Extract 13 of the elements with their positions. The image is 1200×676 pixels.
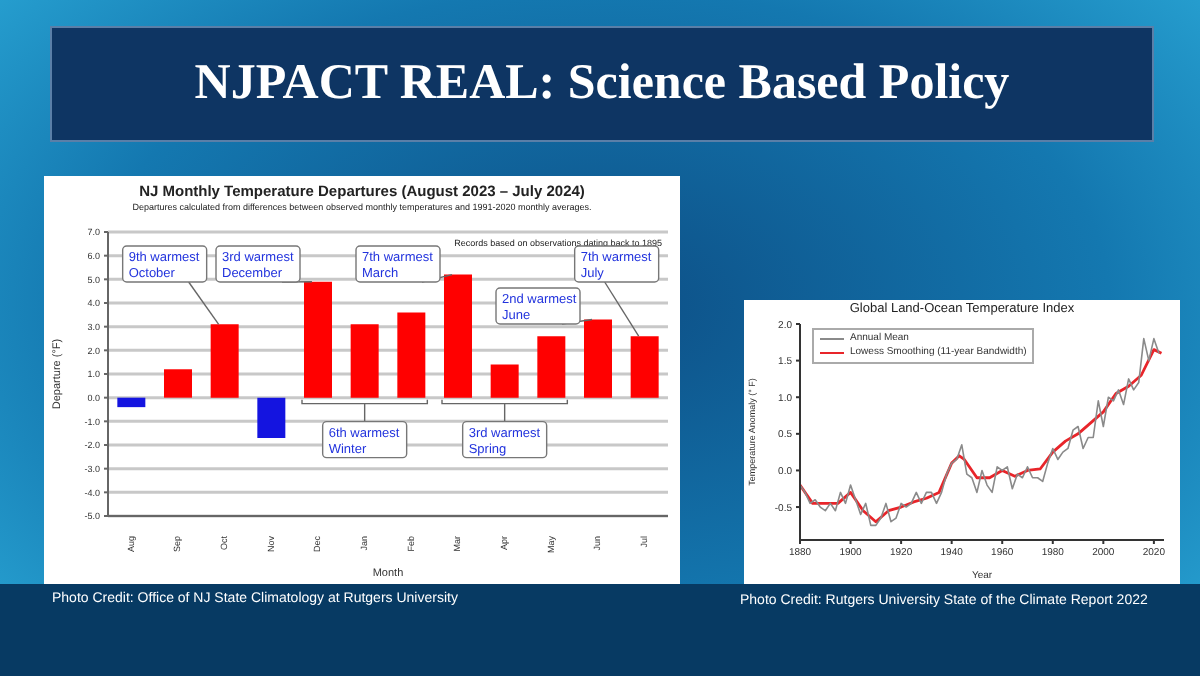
bar <box>350 324 379 398</box>
text: NJPACT REAL: Science Based Policy <box>194 56 1010 112</box>
bar <box>397 312 426 398</box>
bar <box>537 336 566 398</box>
bar <box>164 369 192 398</box>
bar <box>257 397 286 438</box>
bar <box>210 324 239 398</box>
bar <box>117 397 146 408</box>
bar <box>444 274 472 398</box>
bar <box>584 319 612 398</box>
bar <box>304 281 332 398</box>
bar <box>490 364 519 398</box>
bar <box>630 336 659 398</box>
